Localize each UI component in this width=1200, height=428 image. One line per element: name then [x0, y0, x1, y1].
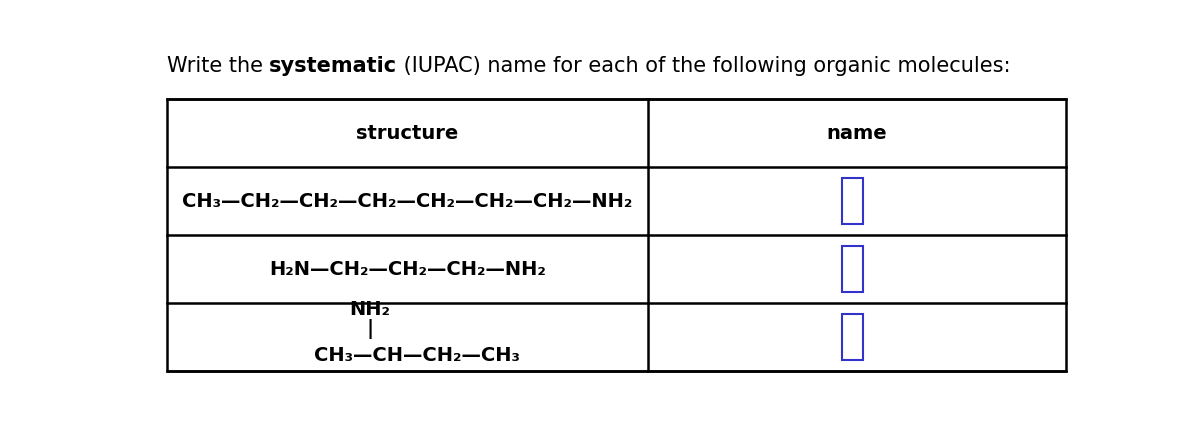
Text: CH₃—CH₂—CH₂—CH₂—CH₂—CH₂—CH₂—NH₂: CH₃—CH₂—CH₂—CH₂—CH₂—CH₂—CH₂—NH₂	[182, 192, 632, 211]
Bar	[842, 246, 863, 292]
Text: structure: structure	[356, 124, 458, 143]
Text: name: name	[827, 124, 887, 143]
Text: systematic: systematic	[269, 56, 397, 76]
Text: NH₂: NH₂	[349, 300, 391, 318]
Text: |: |	[366, 319, 373, 339]
Text: Write the: Write the	[167, 56, 269, 76]
Bar	[842, 314, 863, 360]
Text: (IUPAC) name for each of the following organic molecules:: (IUPAC) name for each of the following o…	[397, 56, 1010, 76]
Bar	[842, 178, 863, 224]
Text: CH₃—CH—CH₂—CH₃: CH₃—CH—CH₂—CH₃	[313, 346, 520, 365]
Text: H₂N—CH₂—CH₂—CH₂—NH₂: H₂N—CH₂—CH₂—CH₂—NH₂	[269, 259, 546, 279]
